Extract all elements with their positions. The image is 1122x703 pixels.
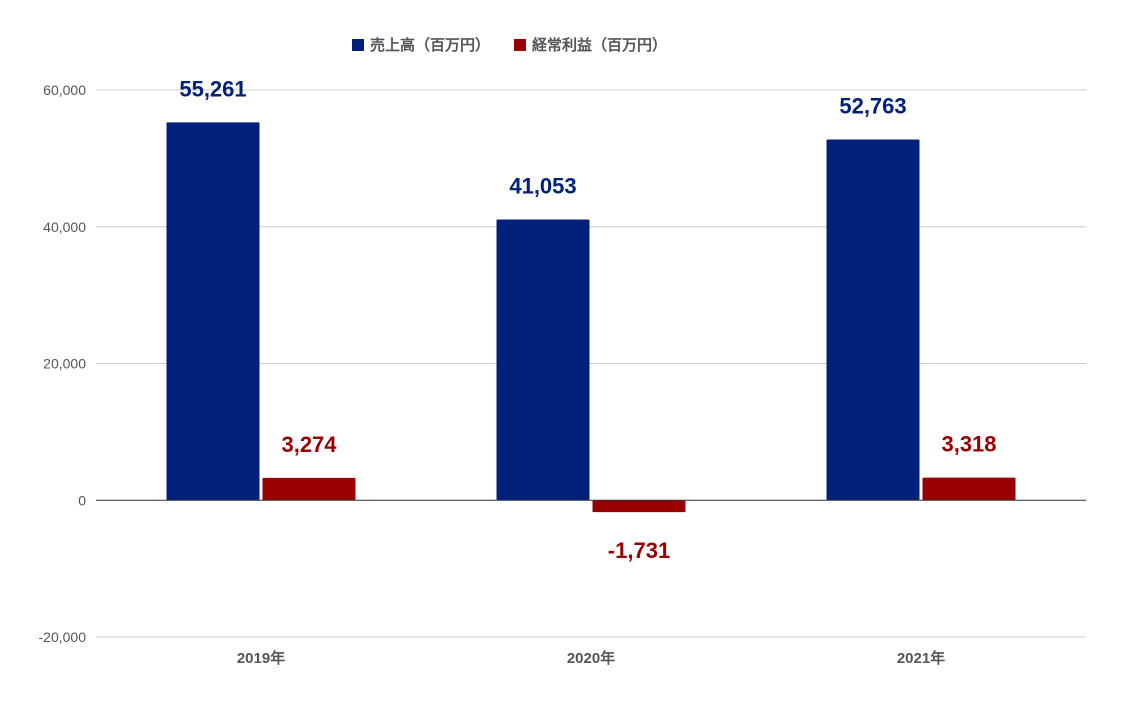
data-label-sales-2: 52,763 [839,93,906,118]
bar-sales-2 [826,139,920,501]
x-category-label: 2021年 [897,649,945,667]
bar-sales-0 [166,122,260,501]
data-label-sales-0: 55,261 [179,76,246,101]
gridlines [96,89,1086,638]
x-axis-category-labels: 2019年 2020年 2021年 [237,649,945,667]
y-tick-label: -20,000 [39,629,87,645]
legend-swatch-ordinary-profit [514,39,526,51]
bars [166,122,1016,513]
data-label-ordinary-profit-2: 3,318 [941,432,996,457]
bar-ordinary-profit-1 [592,500,686,513]
y-tick-label: 60,000 [43,82,86,98]
data-labels: 55,261 3,274 41,053 -1,731 52,763 3,318 [179,76,996,563]
data-label-ordinary-profit-0: 3,274 [281,432,337,457]
bar-ordinary-profit-2 [922,477,1016,501]
legend-label-sales: 売上高（百万円） [370,36,490,54]
legend: 売上高（百万円） 経常利益（百万円） [352,36,667,54]
y-axis-tick-labels: 60,000 40,000 20,000 0 -20,000 [39,82,87,645]
y-tick-label: 0 [78,492,86,508]
data-label-sales-1: 41,053 [509,174,576,199]
bar-ordinary-profit-0 [262,477,356,501]
x-category-label: 2020年 [567,649,615,667]
legend-label-ordinary-profit: 経常利益（百万円） [532,36,667,54]
bar-sales-1 [496,219,590,501]
data-label-ordinary-profit-1: -1,731 [608,538,670,563]
y-tick-label: 20,000 [43,356,86,372]
x-category-label: 2019年 [237,649,285,667]
legend-swatch-sales [352,39,364,51]
y-tick-label: 40,000 [43,219,86,235]
